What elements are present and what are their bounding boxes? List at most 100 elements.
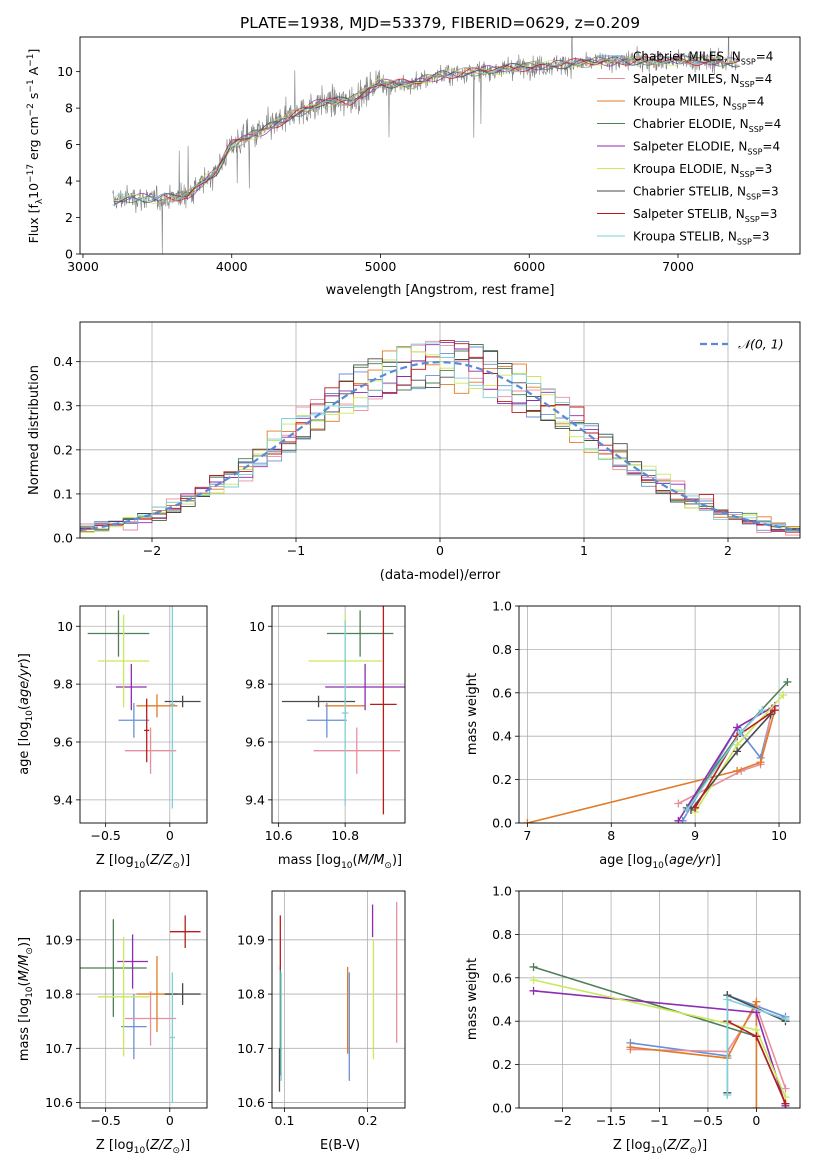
x-tick-label: 7 bbox=[523, 828, 531, 843]
x-tick-label: −1 bbox=[287, 543, 305, 558]
x-axis-label: (data-model)/error bbox=[380, 568, 501, 583]
x-tick-label: 0 bbox=[752, 1113, 760, 1128]
weight-marker bbox=[674, 816, 683, 823]
weight-marker bbox=[626, 1043, 635, 1052]
y-axis-label: age [log10(age/yr)] bbox=[17, 653, 35, 775]
weight-marker bbox=[781, 1099, 790, 1108]
x-axis-label: wavelength [Angstrom, rest frame] bbox=[326, 283, 555, 298]
x-axis-label: Z [log10(Z/Z⊙)] bbox=[96, 853, 190, 871]
weight-line-2 bbox=[630, 1001, 758, 1108]
x-tick-label: 4000 bbox=[216, 259, 248, 274]
y-tick-label: 9.4 bbox=[53, 792, 73, 807]
y-tick-label: 10.6 bbox=[45, 1095, 73, 1110]
age-vs-Z-panel: −0.5 0 9.4 9.6 9.8 10 Z [log10(Z/Z⊙)] age [log1… bbox=[17, 605, 208, 871]
weight-marker bbox=[756, 758, 765, 767]
y-tick-label: 0.2 bbox=[492, 772, 512, 787]
x-tick-label: −0.5 bbox=[90, 828, 120, 843]
weight-marker bbox=[682, 805, 691, 814]
y-tick-label: 1.0 bbox=[492, 599, 512, 614]
weight-line-8 bbox=[686, 709, 763, 811]
legend-label: Chabrier ELODIE, NSSP=4 bbox=[633, 117, 781, 134]
residuals-panel: −2 −1 0 1 2 0.0 0.1 0.2 0.3 0.4 𝒩(0, 1) (data-model… bbox=[27, 321, 801, 583]
weight-marker bbox=[733, 766, 742, 775]
weight-marker bbox=[529, 975, 538, 984]
x-tick-label: 0 bbox=[166, 1113, 174, 1128]
x-tick-label: 8 bbox=[607, 828, 615, 843]
y-tick-label: 0.4 bbox=[492, 729, 512, 744]
weight-marker bbox=[737, 727, 746, 736]
weight-marker bbox=[752, 1104, 761, 1108]
mass-vs-Z-panel: −0.5 0 10.6 10.7 10.8 10.9 Z [log10(Z/Z⊙)] mass… bbox=[17, 890, 208, 1156]
axes-frame bbox=[518, 605, 801, 824]
mass-vs-EBV-panel: 0.1 0.2 10.6 10.7 10.8 10.9 E(B-V) bbox=[237, 890, 406, 1153]
legend-label: Chabrier MILES, NSSP=4 bbox=[633, 50, 773, 67]
weight-marker bbox=[674, 799, 683, 808]
x-axis-label: Z [log10(Z/Z⊙)] bbox=[96, 1138, 190, 1156]
figure-title: PLATE=1938, MJD=53379, FIBERID=0629, z=0… bbox=[240, 14, 640, 32]
mass-weight-vs-Z-plot-area bbox=[529, 962, 790, 1108]
weight-marker bbox=[781, 1084, 790, 1093]
weight-marker bbox=[529, 986, 538, 995]
y-tick-label: 10.8 bbox=[45, 987, 73, 1002]
weight-marker bbox=[783, 677, 792, 686]
x-tick-label: 3000 bbox=[67, 259, 99, 274]
x-tick-label: 9 bbox=[691, 828, 699, 843]
y-tick-label: 0.6 bbox=[492, 685, 512, 700]
y-tick-label: 9.8 bbox=[53, 677, 73, 692]
legend-label: Chabrier STELIB, NSSP=3 bbox=[633, 185, 779, 202]
mass-weight-vs-Z-panel: −2 −1.5 −1 −0.5 0 0.0 0.2 0.4 0.6 0.8 1.0 Z [log10(… bbox=[465, 884, 801, 1156]
weight-marker bbox=[752, 1032, 761, 1041]
weight-marker bbox=[758, 706, 767, 715]
weight-marker bbox=[723, 1090, 732, 1099]
mass-weight-vs-age-plot-area bbox=[523, 677, 792, 823]
legend-label: Kroupa STELIB, NSSP=3 bbox=[633, 230, 770, 247]
residual-histogram-8 bbox=[80, 342, 800, 532]
y-tick-label: 0.0 bbox=[492, 816, 512, 831]
weight-marker bbox=[523, 819, 532, 823]
x-tick-label: −0.5 bbox=[693, 1113, 723, 1128]
observed-spectrum bbox=[112, 37, 738, 254]
x-tick-label: 2 bbox=[724, 543, 732, 558]
y-axis-label: mass weight bbox=[465, 673, 480, 755]
spectrum-panel: 3000 4000 5000 6000 7000 0 2 4 6 8 10 wavelength [A… bbox=[26, 36, 801, 298]
x-tick-label: 0 bbox=[166, 828, 174, 843]
y-tick-label: 6 bbox=[65, 137, 73, 152]
axes-frame bbox=[79, 890, 208, 1109]
x-tick-label: 0.1 bbox=[275, 1113, 295, 1128]
y-tick-label: 9.6 bbox=[53, 734, 73, 749]
legend-label: Salpeter ELODIE, NSSP=4 bbox=[633, 140, 780, 157]
x-tick-label: −1 bbox=[650, 1113, 668, 1128]
normal-curve bbox=[80, 360, 800, 532]
x-tick-label: 10.8 bbox=[331, 828, 359, 843]
y-tick-label: 10 bbox=[57, 64, 73, 79]
mass-vs-Z-plot-area bbox=[80, 915, 201, 1103]
y-tick-label: 0.8 bbox=[492, 927, 512, 942]
y-tick-label: 9.8 bbox=[245, 677, 265, 692]
x-tick-label: 7000 bbox=[662, 259, 694, 274]
age-vs-Z-plot-area bbox=[87, 606, 201, 809]
weight-marker bbox=[529, 962, 538, 971]
y-tick-label: 1.0 bbox=[492, 884, 512, 899]
weight-marker bbox=[779, 690, 788, 699]
y-tick-label: 10.9 bbox=[237, 932, 265, 947]
y-tick-label: 10.6 bbox=[237, 1095, 265, 1110]
mass-vs-EBV-plot-area bbox=[278, 901, 398, 1092]
x-tick-label: 5000 bbox=[365, 259, 397, 274]
y-tick-label: 9.4 bbox=[245, 792, 265, 807]
weight-marker bbox=[723, 995, 732, 1004]
y-tick-label: 10.9 bbox=[45, 932, 73, 947]
y-tick-label: 0.4 bbox=[492, 1014, 512, 1029]
x-tick-label: 0 bbox=[436, 543, 444, 558]
y-tick-label: 0.1 bbox=[53, 486, 73, 501]
y-tick-label: 2 bbox=[65, 210, 73, 225]
y-tick-label: 10.7 bbox=[237, 1041, 265, 1056]
y-tick-label: 0.3 bbox=[53, 398, 73, 413]
axes-frame bbox=[271, 890, 406, 1109]
y-tick-label: 4 bbox=[65, 174, 73, 189]
y-tick-label: 0 bbox=[65, 247, 73, 262]
axes-frame bbox=[79, 321, 801, 539]
weight-line-2 bbox=[527, 709, 776, 823]
weight-marker bbox=[733, 747, 742, 756]
y-tick-label: 0.2 bbox=[53, 442, 73, 457]
